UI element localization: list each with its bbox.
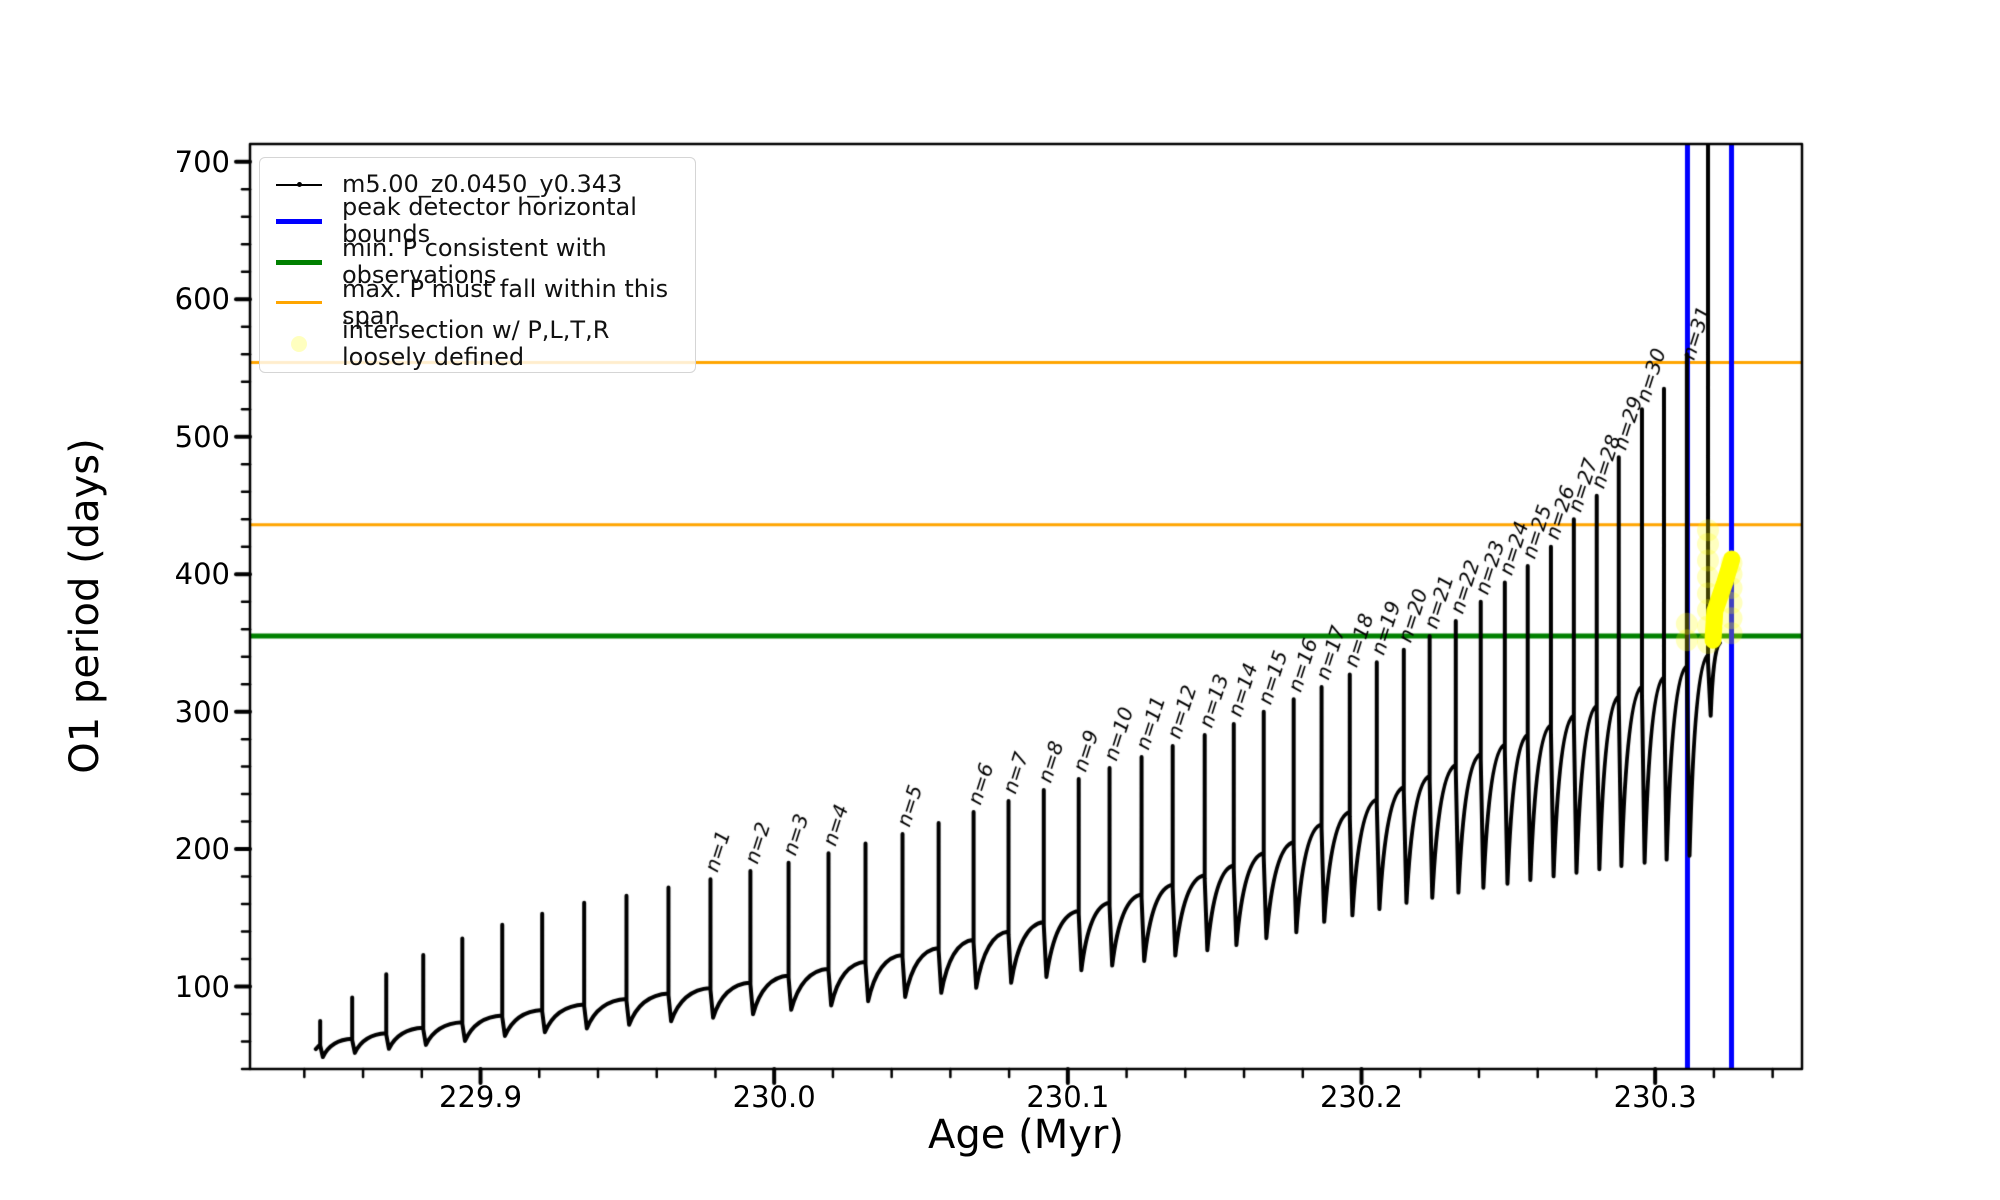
y-tick-label: 300 (174, 694, 230, 729)
y-tick-label: 600 (174, 282, 230, 317)
legend-item-min-p: min. P consistent with observations (270, 235, 683, 289)
blue-line-swatch (270, 218, 328, 224)
track-line-swatch (270, 181, 328, 187)
x-tick-label: 229.9 (439, 1080, 523, 1114)
y-tick-label: 100 (174, 969, 230, 1004)
legend-label-intersection: intersection w/ P,L,T,R loosely defined (342, 315, 610, 371)
y-tick-label: 700 (174, 144, 230, 179)
yellow-circle-swatch (270, 335, 328, 352)
y-tick-label: 400 (174, 557, 230, 592)
legend-item-intersection: intersection w/ P,L,T,R loosely defined (270, 316, 683, 370)
legend-item-peak-bounds: peak detector horizontal bounds (270, 194, 683, 248)
legend-item-track: m5.00_z0.0450_y0.343 (270, 168, 683, 201)
legend-label-min-p: min. P consistent with observations (342, 234, 607, 290)
orange-line-swatch (270, 301, 328, 305)
y-tick-label: 500 (174, 419, 230, 454)
y-tick-label: 200 (174, 832, 230, 867)
y-axis-label: O1 period (days) (62, 438, 108, 774)
x-tick-label: 230.0 (732, 1080, 816, 1114)
x-tick-label: 230.3 (1613, 1080, 1697, 1114)
x-tick-label: 230.1 (1026, 1080, 1110, 1114)
legend-label-peak-bounds: peak detector horizontal bounds (342, 193, 637, 249)
legend-label-max-p: max. P must fall within this span (342, 274, 669, 330)
legend-item-max-p: max. P must fall within this span (270, 275, 683, 329)
x-tick-label: 230.2 (1319, 1080, 1404, 1114)
x-axis-label: Age (Myr) (928, 1112, 1124, 1158)
legend: m5.00_z0.0450_y0.343 peak detector horiz… (259, 157, 696, 373)
green-line-swatch (270, 259, 328, 265)
legend-label-track: m5.00_z0.0450_y0.343 (342, 170, 623, 198)
